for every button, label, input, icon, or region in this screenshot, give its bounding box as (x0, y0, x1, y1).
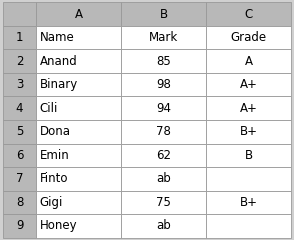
Bar (36, 73, 121, 96)
Text: Cili: Cili (40, 102, 58, 115)
Text: B+: B+ (240, 125, 258, 138)
Bar (3, 73, 36, 96)
Bar (121, 96, 206, 120)
Bar (36, 49, 121, 73)
Bar (3, 167, 36, 191)
Bar (121, 73, 206, 96)
Text: 3: 3 (16, 78, 23, 91)
Text: Honey: Honey (40, 219, 77, 232)
Text: Emin: Emin (40, 149, 69, 162)
Text: C: C (244, 8, 253, 21)
Text: 2: 2 (16, 55, 23, 68)
Bar (206, 120, 291, 144)
Bar (206, 214, 291, 238)
Bar (206, 2, 291, 26)
Text: Binary: Binary (40, 78, 78, 91)
Text: 1: 1 (16, 31, 23, 44)
Bar (121, 120, 206, 144)
Bar (3, 214, 36, 238)
Text: B+: B+ (240, 196, 258, 209)
Bar (121, 144, 206, 167)
Text: 75: 75 (156, 196, 171, 209)
Bar (3, 120, 36, 144)
Text: Anand: Anand (40, 55, 77, 68)
Text: B: B (245, 149, 253, 162)
Text: A+: A+ (240, 102, 258, 115)
Text: 6: 6 (16, 149, 23, 162)
Bar (36, 191, 121, 214)
Bar (3, 49, 36, 73)
Text: 8: 8 (16, 196, 23, 209)
Text: Dona: Dona (40, 125, 71, 138)
Bar (206, 144, 291, 167)
Text: 94: 94 (156, 102, 171, 115)
Bar (206, 167, 291, 191)
Bar (121, 191, 206, 214)
Bar (121, 2, 206, 26)
Text: ab: ab (156, 172, 171, 185)
Text: Grade: Grade (230, 31, 267, 44)
Bar (206, 26, 291, 49)
Text: 7: 7 (16, 172, 23, 185)
Bar (36, 96, 121, 120)
Bar (3, 96, 36, 120)
Text: A: A (75, 8, 83, 21)
Bar (121, 214, 206, 238)
Bar (36, 120, 121, 144)
Bar (206, 96, 291, 120)
Bar (121, 167, 206, 191)
Text: 62: 62 (156, 149, 171, 162)
Text: Gigi: Gigi (40, 196, 63, 209)
Bar (121, 49, 206, 73)
Text: 9: 9 (16, 219, 23, 232)
Bar (36, 26, 121, 49)
Bar (36, 144, 121, 167)
Bar (36, 167, 121, 191)
Bar (206, 49, 291, 73)
Bar (3, 144, 36, 167)
Text: 98: 98 (156, 78, 171, 91)
Bar (206, 191, 291, 214)
Text: Name: Name (40, 31, 74, 44)
Text: Mark: Mark (149, 31, 178, 44)
Text: Finto: Finto (40, 172, 68, 185)
Text: A+: A+ (240, 78, 258, 91)
Bar (36, 214, 121, 238)
Bar (121, 26, 206, 49)
Bar (3, 191, 36, 214)
Text: 5: 5 (16, 125, 23, 138)
Text: B: B (160, 8, 168, 21)
Text: 85: 85 (156, 55, 171, 68)
Text: A: A (245, 55, 253, 68)
Bar (36, 2, 121, 26)
Text: ab: ab (156, 219, 171, 232)
Bar (3, 2, 36, 26)
Bar (3, 26, 36, 49)
Text: 78: 78 (156, 125, 171, 138)
Bar (206, 73, 291, 96)
Text: 4: 4 (16, 102, 23, 115)
